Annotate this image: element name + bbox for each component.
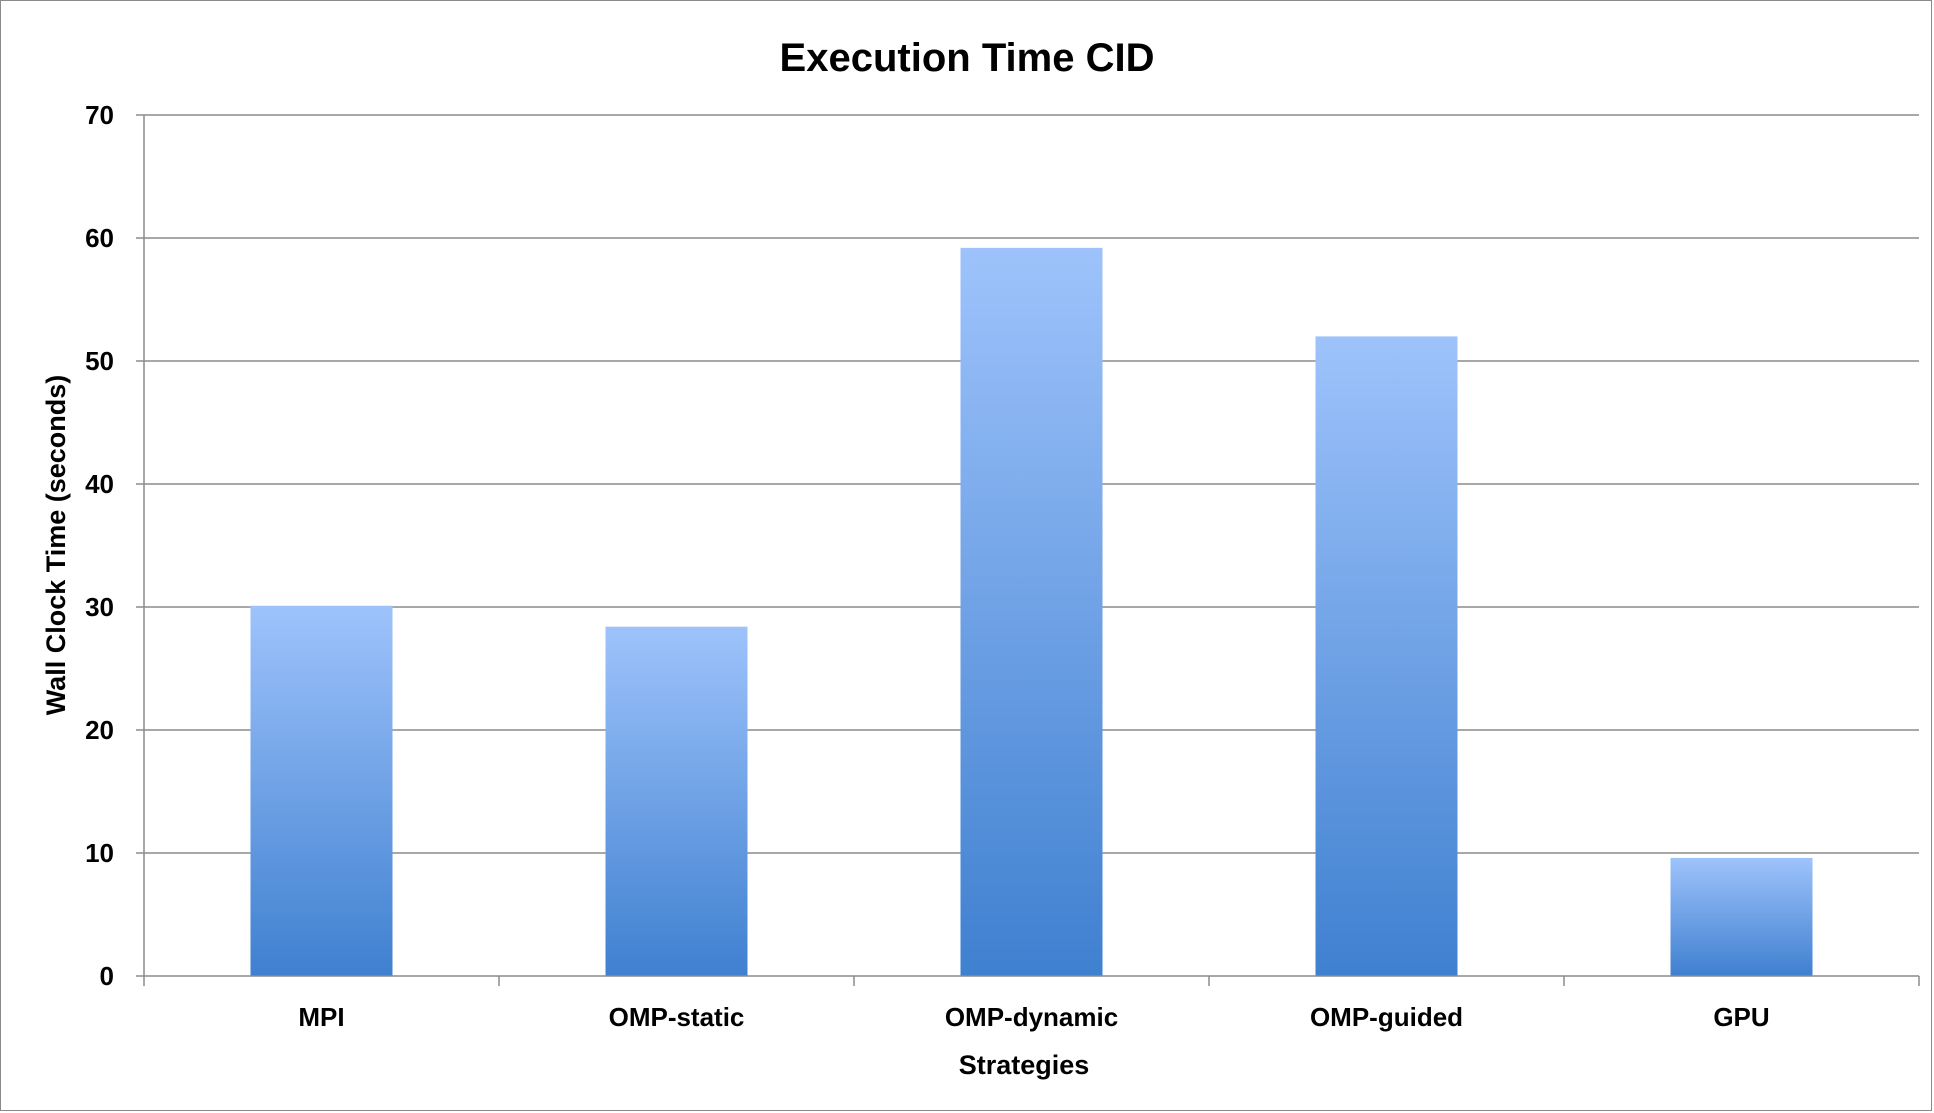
y-tick-label: 20 xyxy=(85,715,114,745)
x-tick-label: GPU xyxy=(1713,1002,1769,1032)
bars xyxy=(250,247,1813,977)
y-tick-label: 40 xyxy=(85,469,114,499)
y-tick-label: 30 xyxy=(85,592,114,622)
y-tick-label: 70 xyxy=(85,100,114,130)
x-tick-label: OMP-guided xyxy=(1310,1002,1463,1032)
x-tick-label: OMP-dynamic xyxy=(945,1002,1118,1032)
y-tick-label: 60 xyxy=(85,223,114,253)
y-tick-label: 0 xyxy=(100,961,114,991)
bar-omp-static xyxy=(605,626,748,976)
bar-mpi xyxy=(250,605,393,976)
chart-title: Execution Time CID xyxy=(780,36,1155,80)
x-tick-label: OMP-static xyxy=(609,1002,745,1032)
y-tick-label: 50 xyxy=(85,346,114,376)
bar-omp-dynamic xyxy=(960,247,1103,977)
bar-omp-guided xyxy=(1315,336,1458,976)
x-tick-label: MPI xyxy=(298,1002,344,1032)
y-axis-label: Wall Clock Time (seconds) xyxy=(41,375,71,716)
y-tick-label: 10 xyxy=(85,838,114,868)
bar-gpu xyxy=(1670,857,1813,976)
axes: 0 10 20 30 40 50 60 70 MPI OMP-static OMP-dynamic O… xyxy=(85,100,1920,1032)
x-axis-label: Strategies xyxy=(959,1050,1090,1080)
